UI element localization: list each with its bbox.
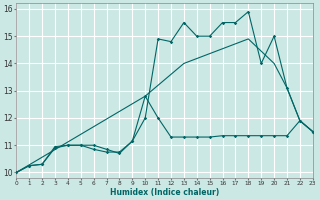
X-axis label: Humidex (Indice chaleur): Humidex (Indice chaleur)	[110, 188, 219, 197]
